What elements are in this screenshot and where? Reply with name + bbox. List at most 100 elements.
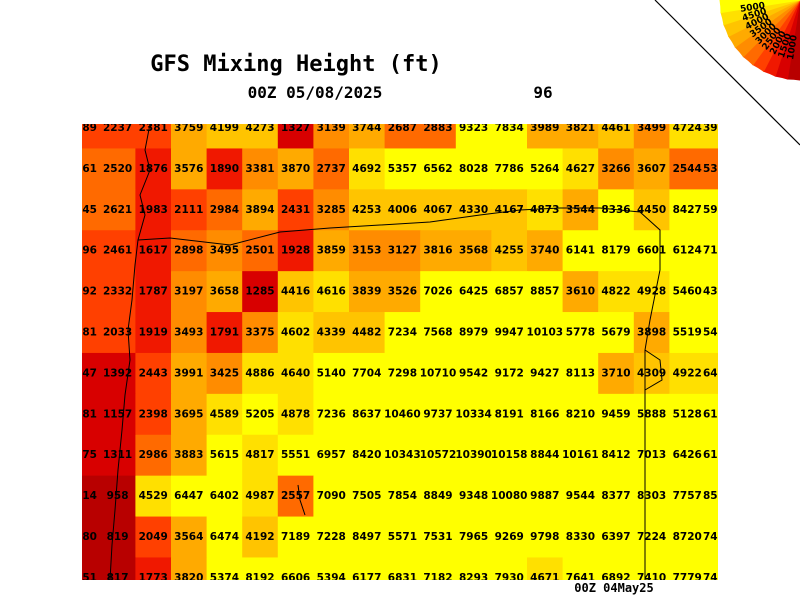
- grid-value: 2431: [281, 204, 310, 216]
- contour-cell: [598, 148, 635, 190]
- grid-value: 5679: [601, 327, 630, 339]
- contour-cell: [277, 557, 314, 580]
- grid-value: 3883: [174, 449, 203, 461]
- grid-value: 10158: [491, 449, 528, 461]
- grid-value: 1890: [210, 163, 239, 175]
- grid-value: 4416: [281, 286, 310, 298]
- grid-value: 4987: [245, 490, 274, 502]
- grid-value: 7641: [566, 572, 595, 584]
- grid-value: 3526: [388, 286, 417, 298]
- grid-value: 10103: [527, 327, 564, 339]
- grid-value: 4671: [530, 572, 559, 584]
- contour-cell: [135, 475, 172, 518]
- contour-cell: [82, 557, 136, 580]
- grid-value: 4255: [495, 245, 524, 257]
- contour-cell: [82, 189, 136, 231]
- grid-value: 958: [107, 490, 129, 502]
- grid-value: 7410: [637, 572, 666, 584]
- contour-cell: [455, 312, 492, 354]
- contour-cell: [669, 352, 718, 395]
- grid-value: 89: [82, 122, 97, 134]
- contour-cell: [349, 475, 386, 518]
- grid-value: 10080: [491, 490, 528, 502]
- grid-value: 5888: [637, 408, 666, 420]
- grid-value: 7757: [673, 490, 702, 502]
- contour-cell: [313, 557, 350, 580]
- grid-value: 2520: [103, 163, 132, 175]
- boundaries: [109, 124, 663, 580]
- contour-cell: [171, 352, 208, 395]
- grid-value: 1787: [139, 286, 168, 298]
- contour-cell: [277, 393, 314, 436]
- grid-value: 3740: [530, 245, 559, 257]
- grid-value: 2381: [139, 122, 168, 134]
- grid-value: 7834: [495, 122, 524, 134]
- grid-value: 9798: [530, 531, 559, 543]
- grid-value: 5264: [530, 163, 559, 175]
- contour-cell: [82, 271, 136, 313]
- contour-cell: [384, 124, 421, 149]
- grid-value: 81: [82, 327, 97, 339]
- contour-cell: [135, 516, 172, 558]
- contour-cell: [242, 516, 279, 558]
- grid-value: 92: [82, 286, 97, 298]
- grid-value: 2501: [245, 245, 274, 257]
- contour-cell: [242, 312, 279, 354]
- grid-value: 3710: [601, 367, 630, 379]
- contour-cell: [206, 271, 243, 313]
- grid-value: 8427: [673, 204, 702, 216]
- grid-value: 3898: [637, 327, 666, 339]
- contour-cell: [277, 189, 314, 231]
- grid-value: 5140: [317, 367, 346, 379]
- grid-value: 4589: [210, 408, 239, 420]
- contour-cell: [633, 352, 670, 395]
- contour-cell: [598, 271, 635, 313]
- contour-cell: [669, 124, 718, 149]
- grid-value: 4873: [530, 204, 559, 216]
- grid-value: 4450: [637, 204, 666, 216]
- grid-value: 10710: [420, 367, 457, 379]
- grid-value: 14: [82, 490, 97, 502]
- contour-cell: [420, 189, 457, 231]
- forecast-hour: 96: [533, 83, 552, 102]
- grid-value: 6447: [174, 490, 203, 502]
- grid-value: 4067: [423, 204, 452, 216]
- contour-cell: [242, 271, 279, 313]
- grid-value: 59: [703, 204, 718, 216]
- grid-value: 71: [703, 245, 718, 257]
- grid-value: 8720: [673, 531, 702, 543]
- contour-cell: [135, 434, 172, 477]
- grid-value: 74: [703, 572, 718, 584]
- grid-value: 2049: [139, 531, 168, 543]
- grid-value: 8113: [566, 367, 595, 379]
- grid-value: 5394: [317, 572, 346, 584]
- grid-value: 4309: [637, 367, 666, 379]
- contour-cell: [135, 148, 172, 190]
- grid-value: 61: [82, 163, 97, 175]
- grid-value: 64: [703, 367, 718, 379]
- contour-cell: [420, 434, 457, 477]
- grid-value: 8293: [459, 572, 488, 584]
- grid-value: 8179: [601, 245, 630, 257]
- contour-cell: [171, 124, 208, 149]
- grid-value: 85: [703, 490, 718, 502]
- contour-cell: [527, 189, 564, 231]
- title: GFS Mixing Height (ft): [150, 52, 441, 77]
- grid-value: 2986: [139, 449, 168, 461]
- grid-value: 2557: [281, 490, 310, 502]
- grid-value: 6141: [566, 245, 595, 257]
- grid-value: 8849: [423, 490, 452, 502]
- contour-cell: [669, 516, 718, 558]
- contour-cell: [313, 352, 350, 395]
- grid-value: 4199: [210, 122, 239, 134]
- contour-cell: [384, 516, 421, 558]
- contour-cell: [491, 230, 528, 272]
- contour-cell: [455, 475, 492, 518]
- grid-value: 75: [82, 449, 97, 461]
- grid-value: 3839: [352, 286, 381, 298]
- grid-value: 817: [107, 572, 129, 584]
- contour-cell: [633, 434, 670, 477]
- contour-cell: [171, 230, 208, 272]
- grid-value: 5615: [210, 449, 239, 461]
